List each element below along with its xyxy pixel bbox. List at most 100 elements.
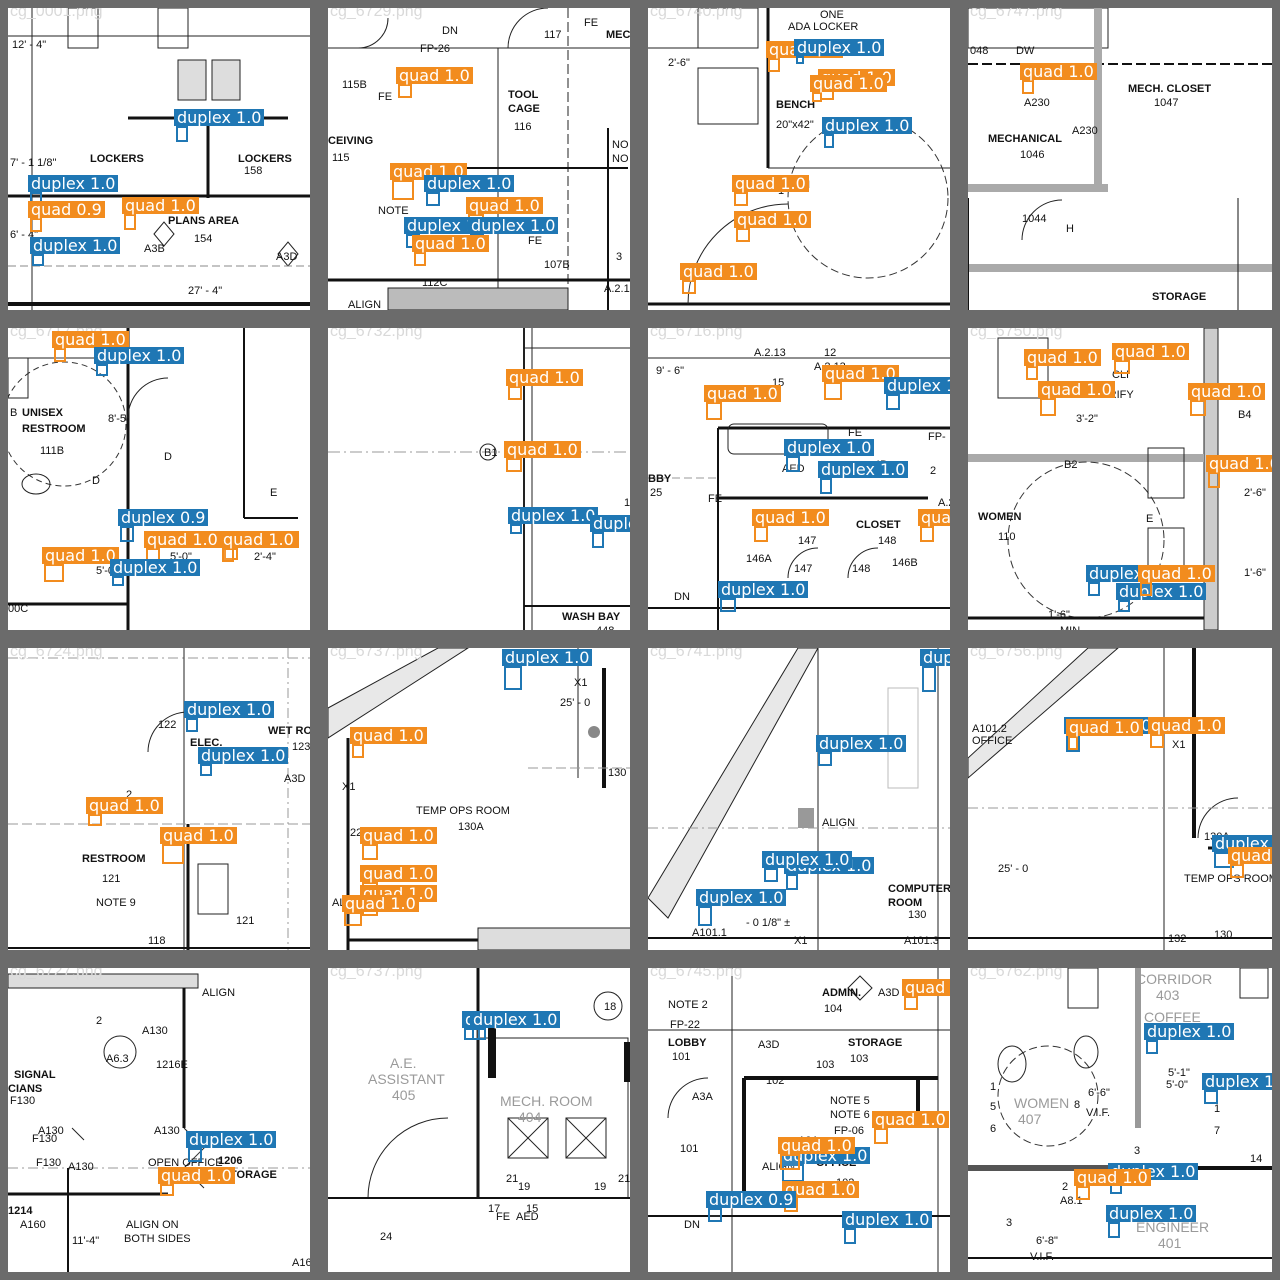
plan-label: 130 (1214, 929, 1233, 941)
detection-box (1230, 864, 1244, 878)
plan-label: ASSISTANT (368, 1071, 445, 1087)
detection-class: duplex (1147, 1022, 1201, 1041)
plan-label: 7' - 1 1/8" (10, 157, 57, 169)
plan-label: 2 (96, 1015, 103, 1027)
plan-label: 5'-0 (96, 565, 114, 577)
plan-label: 1046 (1020, 149, 1045, 161)
duplex-detection: duplex 1.0 (470, 1011, 561, 1040)
plan-label: 15 (772, 377, 785, 389)
detection-class: quad (707, 384, 748, 403)
plan-label: A3B (144, 243, 165, 255)
plan-label: 130 (608, 767, 627, 779)
detection-score: 0.9 (180, 508, 206, 527)
detection-box (54, 348, 66, 362)
plan-label: 407 (1018, 1111, 1042, 1127)
tile-13: ALIGN 2 A6.3 A130 1216E SIGNAL CIANS F130 A130 A1… (8, 968, 310, 1272)
detection-label: duplex 0.9 (706, 1191, 797, 1208)
plan-label: PLANS AREA (168, 215, 240, 227)
plan-label: 115 (332, 152, 350, 164)
duplex-detection: duplex 1.0 (1116, 583, 1207, 612)
detection-label: duplex 1.0 (94, 346, 185, 365)
detection-box (1150, 734, 1164, 748)
detection-score: 1.0 (1086, 380, 1112, 399)
detection-box (592, 532, 604, 548)
plan-label: 148 (878, 535, 897, 547)
detection-score: 1.0 (858, 74, 884, 93)
detection-class: duplex (33, 236, 87, 255)
detection-score: 1.0 (398, 726, 424, 745)
detection-label: quad 1.0 (360, 865, 437, 882)
detection-class: duplex (187, 700, 241, 719)
quad-detection: quad 1.0 (504, 441, 581, 472)
detection-class: quad (755, 508, 796, 527)
plan-label: 5'-0" (1166, 1079, 1188, 1091)
plan-label: A160 (20, 1219, 46, 1231)
detection-class: quad (781, 1136, 822, 1155)
detection-box (344, 912, 362, 926)
plan-label: 9' - 6" (656, 365, 685, 377)
detection-label: duplex 1.0 (818, 461, 909, 478)
detection-class: duplex (765, 850, 819, 869)
plan-label: ALIGN ON (126, 1219, 179, 1231)
detection-box (362, 844, 378, 860)
quad-detection: quad 1.0 (732, 175, 809, 206)
plan-label: ALIGN (762, 1161, 796, 1173)
detection-box (1068, 736, 1078, 750)
duplex-detection: duplex 1.0 (794, 39, 885, 64)
plan-label: 112C (422, 277, 448, 289)
detection-box (768, 58, 780, 72)
detection-box (398, 84, 412, 98)
plan-label: 3 (1134, 1145, 1141, 1157)
quad-detection: quad 1.0 (160, 827, 237, 864)
detection-box (734, 192, 748, 206)
detection-score: 0.9 (76, 200, 102, 219)
detection-class: quad (735, 174, 776, 193)
plan-label: 00C (8, 603, 29, 615)
detection-box (796, 56, 804, 64)
detection-class: quad (1141, 564, 1182, 583)
quad-detection: quad 1.0 (390, 163, 467, 200)
detection-score: 1.0 (570, 506, 596, 525)
detection-box (736, 228, 750, 242)
plan-label: 3 (616, 251, 623, 263)
detection-box (786, 874, 798, 890)
detection-box (508, 386, 522, 400)
plan-label: 448 (596, 626, 614, 631)
plan-label: A8.1 (1060, 1195, 1083, 1207)
detection-box (1118, 600, 1130, 612)
detection-score: 1.0 (1196, 716, 1222, 735)
plan-label: MEC (606, 29, 630, 41)
detection-box (786, 456, 800, 472)
detection-class: quad (223, 530, 264, 549)
plan-label: 146B (892, 557, 918, 569)
plan-label: 3'-2" (1076, 413, 1098, 425)
detection-score: 1.0 (156, 346, 182, 365)
plan-label: LOCKERS (90, 153, 144, 165)
quad-detection: quad 1.0 (42, 547, 119, 582)
plan-label: FP-06 (834, 1125, 864, 1137)
quad-detection: quad 1.0 (360, 827, 437, 860)
detection-class: quad (55, 330, 96, 349)
detection-label: quad 1.0 (144, 531, 221, 548)
detection-class: duplex (471, 216, 525, 235)
plan-label: A130 (38, 1125, 64, 1137)
plan-label: D (92, 475, 100, 487)
quad-detection: quad 1.0 (396, 67, 473, 98)
plan-label: X1 (794, 935, 808, 947)
detection-label: duplex 1.0 (1144, 1022, 1235, 1041)
detection-box (96, 364, 108, 376)
plan-label: A130 (154, 1125, 180, 1137)
detection-class: quad (509, 368, 550, 387)
detection-class: quad (737, 210, 778, 229)
detection-label: duplex 1.0 (186, 1131, 277, 1148)
plan-label: 111B (40, 445, 65, 457)
plan-label: - 0 1/8" ± (746, 917, 791, 929)
plan-label: MIN (1060, 626, 1080, 631)
quad-detection: quad 0.9 (28, 201, 105, 232)
plan-label: B1 (484, 447, 498, 459)
plan-label: 8'-5" (108, 413, 130, 425)
tile-5: B UNISEX RESTROOM 111B 8'-5" D D E 5'-0" 2'-4" 5'-… (8, 328, 310, 630)
quad-detection: quad 1.0 (704, 385, 781, 420)
detection-label: duplex 1.0 (174, 109, 265, 126)
